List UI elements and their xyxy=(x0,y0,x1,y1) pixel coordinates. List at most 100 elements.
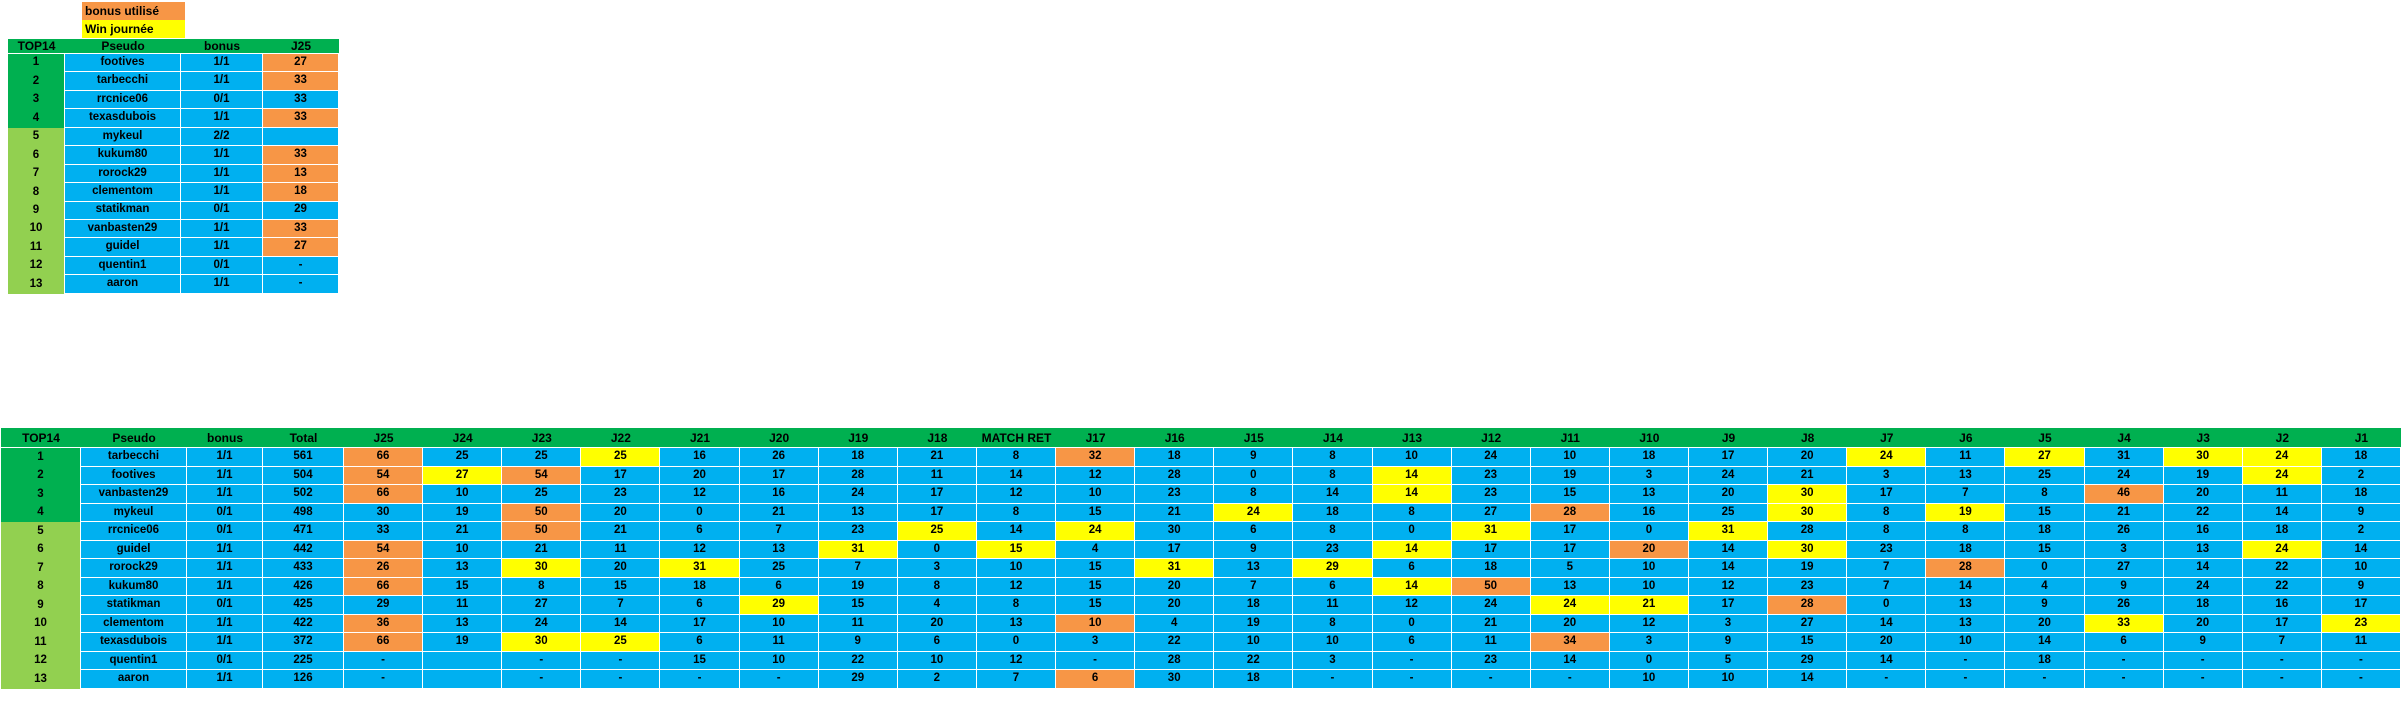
score-cell[interactable]: 66 xyxy=(344,448,424,467)
score-cell[interactable]: - xyxy=(660,670,740,689)
total-cell[interactable]: 561 xyxy=(263,448,344,467)
score-cell[interactable]: 30 xyxy=(1135,670,1215,689)
score-cell[interactable]: 29 xyxy=(739,596,819,615)
score-cell[interactable]: 18 xyxy=(660,577,740,596)
score-cell[interactable]: 24 xyxy=(2242,540,2322,559)
score-cell[interactable]: 23 xyxy=(581,485,661,504)
rank-cell[interactable]: 8 xyxy=(1,577,81,596)
bonus-cell[interactable]: 0/1 xyxy=(187,522,263,541)
pseudo-cell[interactable]: guidel xyxy=(81,540,187,559)
score-cell[interactable]: 15 xyxy=(976,540,1057,559)
score-cell[interactable]: 13 xyxy=(1530,577,1610,596)
score-cell[interactable]: 19 xyxy=(423,633,503,652)
column-header[interactable]: J25 xyxy=(344,428,424,448)
score-cell[interactable]: 24 xyxy=(2084,466,2164,485)
bonus-cell[interactable]: 1/1 xyxy=(187,559,263,578)
score-cell[interactable]: 21 xyxy=(1609,596,1689,615)
score-cell[interactable]: 4 xyxy=(2005,577,2085,596)
score-cell[interactable]: 6 xyxy=(1214,522,1294,541)
rank-cell[interactable]: 13 xyxy=(1,670,81,689)
total-cell[interactable]: 498 xyxy=(263,503,344,522)
score-cell[interactable]: 8 xyxy=(1293,522,1373,541)
column-header[interactable]: TOP14 xyxy=(8,39,65,54)
total-cell[interactable]: 433 xyxy=(263,559,344,578)
score-cell[interactable]: 14 xyxy=(1293,485,1373,504)
pseudo-cell[interactable]: quentin1 xyxy=(81,651,187,670)
score-cell[interactable]: 25 xyxy=(502,485,582,504)
column-header[interactable]: Total xyxy=(263,428,344,448)
score-cell[interactable]: 25 xyxy=(581,633,661,652)
column-header[interactable]: J12 xyxy=(1451,428,1531,448)
score-cell[interactable]: 23 xyxy=(1847,540,1927,559)
score-cell[interactable]: 20 xyxy=(1847,633,1927,652)
score-cell[interactable]: - xyxy=(2321,670,2401,689)
pseudo-cell[interactable]: mykeul xyxy=(65,127,181,147)
score-cell[interactable]: 18 xyxy=(1214,596,1294,615)
score-cell[interactable]: 25 xyxy=(502,448,582,467)
bonus-cell[interactable]: 1/1 xyxy=(181,109,263,128)
score-cell[interactable]: 6 xyxy=(660,596,740,615)
score-cell[interactable]: 16 xyxy=(1609,503,1689,522)
score-cell[interactable]: 27 xyxy=(263,54,339,73)
rank-cell[interactable]: 11 xyxy=(1,633,81,652)
score-cell[interactable]: 15 xyxy=(818,596,898,615)
bonus-cell[interactable]: 1/1 xyxy=(187,466,263,485)
score-cell[interactable]: 14 xyxy=(2163,559,2243,578)
score-cell[interactable]: - xyxy=(1372,651,1452,670)
score-cell[interactable]: 17 xyxy=(897,485,977,504)
pseudo-cell[interactable]: texasdubois xyxy=(65,109,181,128)
bonus-cell[interactable]: 0/1 xyxy=(181,256,263,276)
bonus-cell[interactable]: 0/1 xyxy=(181,201,263,220)
score-cell[interactable]: - xyxy=(2084,651,2164,670)
score-cell[interactable]: 3 xyxy=(1056,633,1136,652)
score-cell[interactable]: 15 xyxy=(2005,503,2085,522)
score-cell[interactable]: 28 xyxy=(1768,522,1848,541)
score-cell[interactable]: 25 xyxy=(2005,466,2085,485)
bonus-cell[interactable]: 1/1 xyxy=(187,670,263,689)
score-cell[interactable]: 54 xyxy=(344,540,424,559)
score-cell[interactable]: 9 xyxy=(2321,577,2401,596)
score-cell[interactable]: 17 xyxy=(1847,485,1927,504)
score-cell[interactable]: 0 xyxy=(1609,651,1689,670)
score-cell[interactable]: 10 xyxy=(1688,670,1769,689)
score-cell[interactable]: 21 xyxy=(897,448,977,467)
score-cell[interactable]: 23 xyxy=(1451,485,1531,504)
score-cell[interactable]: 10 xyxy=(1609,577,1689,596)
score-cell[interactable]: 21 xyxy=(1768,466,1848,485)
score-cell[interactable]: 22 xyxy=(2163,503,2243,522)
score-cell[interactable]: - xyxy=(1293,670,1373,689)
total-cell[interactable]: 442 xyxy=(263,540,344,559)
score-cell[interactable]: 17 xyxy=(581,466,661,485)
score-cell[interactable]: 29 xyxy=(1293,559,1373,578)
score-cell[interactable]: 20 xyxy=(1135,577,1215,596)
score-cell[interactable]: 21 xyxy=(1135,503,1215,522)
total-cell[interactable]: 372 xyxy=(263,633,344,652)
rank-cell[interactable]: 12 xyxy=(1,651,81,670)
score-cell[interactable]: 23 xyxy=(1293,540,1373,559)
score-cell[interactable]: 21 xyxy=(502,540,582,559)
score-cell[interactable]: 24 xyxy=(1847,448,1927,467)
score-cell[interactable]: 8 xyxy=(1926,522,2006,541)
score-cell[interactable]: 30 xyxy=(1768,540,1848,559)
column-header[interactable]: J8 xyxy=(1768,428,1848,448)
score-cell[interactable]: 12 xyxy=(1372,596,1452,615)
bonus-cell[interactable]: 1/1 xyxy=(181,72,263,91)
score-cell[interactable]: 13 xyxy=(818,503,898,522)
column-header[interactable]: J24 xyxy=(423,428,503,448)
pseudo-cell[interactable]: mykeul xyxy=(81,503,187,522)
score-cell[interactable]: 14 xyxy=(976,522,1057,541)
score-cell[interactable] xyxy=(423,651,503,670)
score-cell[interactable]: - xyxy=(2242,651,2322,670)
score-cell[interactable]: 6 xyxy=(739,577,819,596)
score-cell[interactable]: 24 xyxy=(818,485,898,504)
score-cell[interactable]: 4 xyxy=(897,596,977,615)
score-cell[interactable]: 10 xyxy=(1530,448,1610,467)
score-cell[interactable]: - xyxy=(263,275,339,294)
score-cell[interactable]: 12 xyxy=(1056,466,1136,485)
column-header[interactable]: J3 xyxy=(2163,428,2243,448)
score-cell[interactable]: 11 xyxy=(1926,448,2006,467)
score-cell[interactable]: 20 xyxy=(1530,614,1610,633)
score-cell[interactable]: 9 xyxy=(818,633,898,652)
score-cell[interactable]: 21 xyxy=(1451,614,1531,633)
score-cell[interactable]: 23 xyxy=(1135,485,1215,504)
